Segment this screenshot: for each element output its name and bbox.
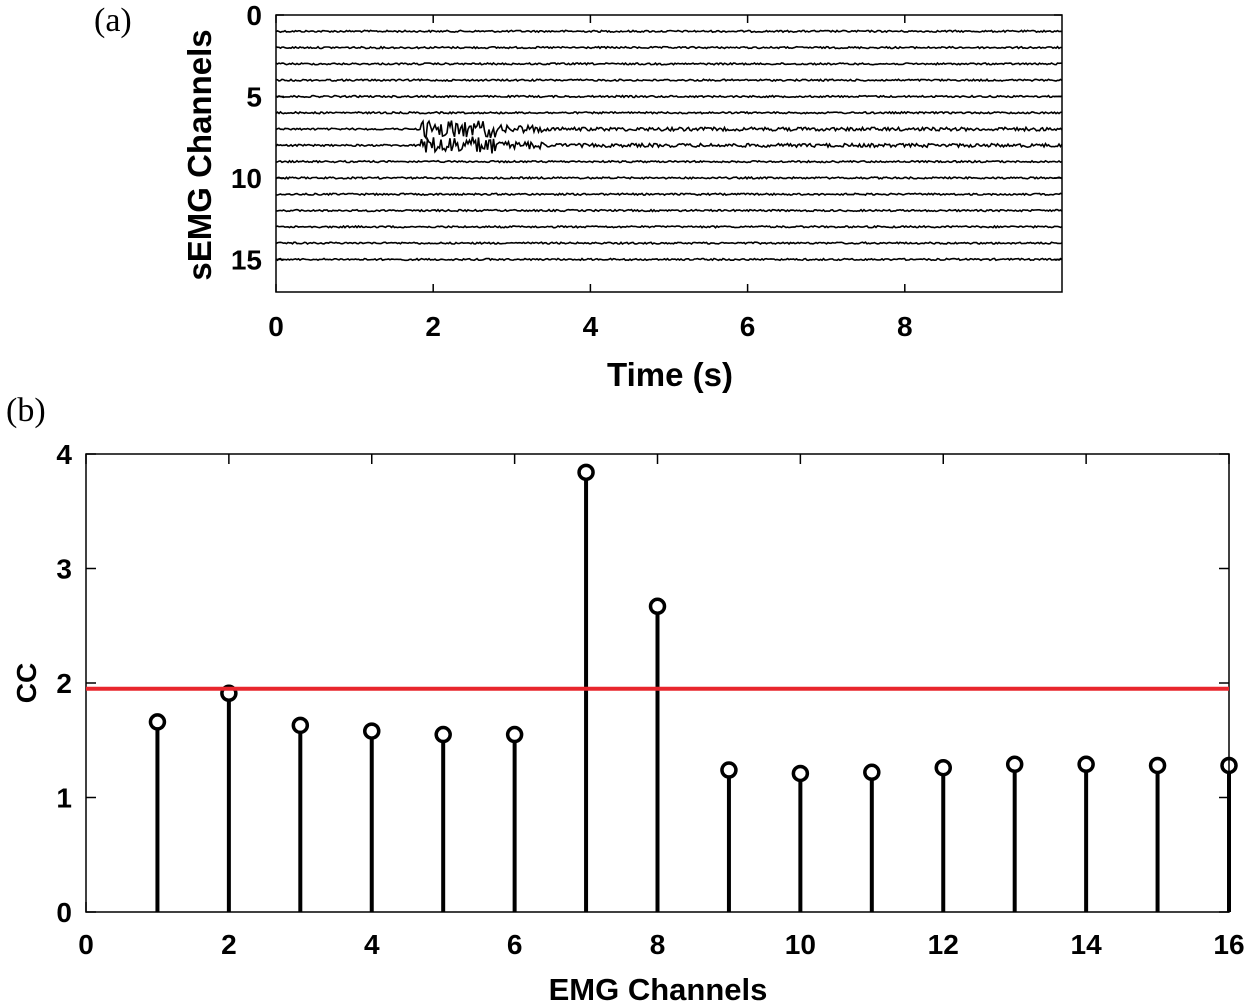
y-tick-label-b: 3 xyxy=(56,554,72,585)
emg-trace-ch14 xyxy=(275,241,1063,246)
emg-trace-ch12 xyxy=(276,208,1063,213)
stem-marker-ch6 xyxy=(505,725,524,744)
x-tick-label-a: 6 xyxy=(740,311,756,342)
stem-marker-ch8 xyxy=(648,597,667,616)
stem-marker-ch11 xyxy=(863,763,881,782)
stem-marker-ch12 xyxy=(934,758,952,777)
stem-marker-ch9 xyxy=(720,761,738,779)
y-tick-label-a: 10 xyxy=(231,163,262,194)
x-tick-label-b: 8 xyxy=(650,929,666,960)
y-tick-label-b: 0 xyxy=(56,897,72,928)
emg-trace-ch9 xyxy=(275,159,1063,164)
emg-trace-ch3 xyxy=(275,61,1062,66)
x-tick-label-a: 0 xyxy=(268,311,284,342)
stem-marker-ch3 xyxy=(291,716,310,735)
plot-frame-a xyxy=(275,14,1063,293)
x-tick-label-a: 4 xyxy=(583,311,599,342)
y-axis-title-a: sEMG Channels xyxy=(181,29,218,280)
y-tick-label-b: 2 xyxy=(56,668,72,699)
y-tick-label-b: 1 xyxy=(56,783,72,814)
stem-marker-ch13 xyxy=(1005,755,1024,774)
x-axis-title-a: Time (s) xyxy=(607,356,733,393)
emg-trace-ch10 xyxy=(275,175,1063,180)
x-tick-label-b: 2 xyxy=(221,929,237,960)
emg-trace-ch1 xyxy=(275,29,1063,34)
emg-trace-ch2 xyxy=(275,45,1063,50)
emg-trace-chart: 0 2 4 6 8 0 5 10 15 Time (s) sEMG Channels xyxy=(181,0,1063,393)
x-tick-label-b: 0 xyxy=(78,929,94,960)
x-tick-label-b: 10 xyxy=(785,929,816,960)
stem-marker-ch2 xyxy=(220,684,238,703)
panel-b-label: (b) xyxy=(6,392,46,429)
emg-trace-ch11 xyxy=(275,192,1063,197)
emg-trace-ch7 xyxy=(275,119,1063,141)
stem-marker-ch14 xyxy=(1077,755,1095,774)
stem-marker-ch5 xyxy=(434,725,452,744)
stem-marker-ch4 xyxy=(363,722,381,740)
stem-marker-ch16 xyxy=(1220,756,1238,775)
x-tick-label-a: 8 xyxy=(897,311,913,342)
x-tick-label-b: 6 xyxy=(507,929,523,960)
stem-marker-ch1 xyxy=(148,713,167,731)
x-tick-label-b: 14 xyxy=(1071,929,1103,960)
x-tick-label-b: 12 xyxy=(928,929,959,960)
x-tick-label-b: 16 xyxy=(1213,929,1244,960)
panel-a-label: (a) xyxy=(94,2,132,39)
emg-trace-ch15 xyxy=(275,257,1063,262)
emg-trace-ch13 xyxy=(275,224,1063,229)
y-tick-label-a: 0 xyxy=(246,0,262,31)
y-axis-title-b: CC xyxy=(11,663,42,703)
stem-marker-ch15 xyxy=(1148,756,1167,775)
stem-marker-ch7 xyxy=(577,463,595,482)
emg-trace-ch8 xyxy=(275,136,1063,154)
x-axis-title-b: EMG Channels xyxy=(549,972,768,1007)
x-tick-label-b: 4 xyxy=(364,929,380,960)
y-tick-label-a: 15 xyxy=(231,244,262,275)
x-tick-label-a: 2 xyxy=(425,311,441,342)
stem-marker-ch10 xyxy=(791,764,810,783)
emg-trace-ch6 xyxy=(275,110,1063,115)
emg-trace-ch4 xyxy=(275,78,1063,83)
y-tick-label-b: 4 xyxy=(56,439,72,470)
emg-trace-ch5 xyxy=(275,94,1063,99)
y-tick-label-a: 5 xyxy=(246,81,262,112)
